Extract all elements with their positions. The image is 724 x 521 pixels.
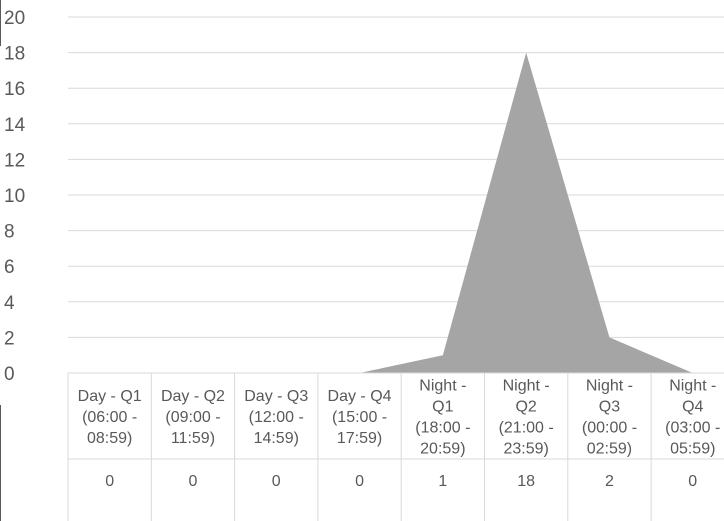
data-value-label: 2 — [605, 473, 614, 490]
category-label: (15:00 - — [332, 409, 387, 426]
y-tick-label: 16 — [4, 79, 25, 100]
category-label: Night - — [586, 378, 633, 395]
data-value-label: 0 — [688, 473, 697, 490]
category-label: Night - — [503, 378, 550, 395]
data-value-label: 0 — [272, 473, 281, 490]
category-label: Day - Q2 — [161, 388, 225, 405]
area-series — [109, 52, 693, 373]
category-label: Q3 — [599, 399, 620, 416]
category-label: (09:00 - — [165, 409, 220, 426]
category-label: (21:00 - — [499, 420, 554, 437]
y-tick-label: 20 — [4, 8, 25, 29]
category-label: Night - — [669, 378, 716, 395]
y-tick-label: 0 — [4, 364, 15, 385]
category-label: 08:59) — [87, 430, 132, 447]
y-tick-label: 10 — [4, 186, 25, 207]
y-tick-label: 8 — [4, 222, 15, 243]
category-label: Night - — [419, 378, 466, 395]
data-value-label: 1 — [438, 473, 447, 490]
category-label: (06:00 - — [82, 409, 137, 426]
category-label: Day - Q1 — [78, 388, 142, 405]
data-value-label: 0 — [105, 473, 114, 490]
y-tick-label: 14 — [4, 115, 26, 136]
category-label: (00:00 - — [582, 420, 637, 437]
category-label: 17:59) — [337, 430, 382, 447]
data-value-label: 0 — [355, 473, 364, 490]
category-label: (18:00 - — [415, 420, 470, 437]
category-label: 14:59) — [254, 430, 299, 447]
category-label: 11:59) — [171, 430, 215, 447]
category-label: 20:59) — [420, 441, 465, 458]
y-tick-label: 12 — [4, 150, 25, 171]
category-label: 23:59) — [503, 441, 548, 458]
category-label: 02:59) — [587, 441, 632, 458]
y-tick-label: 2 — [4, 328, 15, 349]
y-tick-label: 4 — [4, 293, 15, 314]
y-tick-label: 6 — [4, 257, 15, 278]
data-value-label: 0 — [188, 473, 197, 490]
category-label: Q4 — [682, 399, 703, 416]
y-axis-tick-labels: 0 2 4 6 8 10 12 14 16 18 20 — [4, 8, 26, 385]
category-label: Q1 — [432, 399, 453, 416]
y-tick-label: 18 — [4, 44, 25, 65]
gridlines — [68, 16, 724, 338]
category-label: Q2 — [515, 399, 536, 416]
category-label: Day - Q4 — [328, 388, 392, 405]
data-table: Day - Q1(06:00 -08:59)Day - Q2(09:00 -11… — [67, 372, 724, 521]
category-label: (12:00 - — [249, 409, 304, 426]
data-value-label: 18 — [517, 473, 535, 490]
category-label: 05:59) — [670, 441, 715, 458]
category-label: Day - Q3 — [244, 388, 308, 405]
category-label: (03:00 - — [665, 420, 720, 437]
